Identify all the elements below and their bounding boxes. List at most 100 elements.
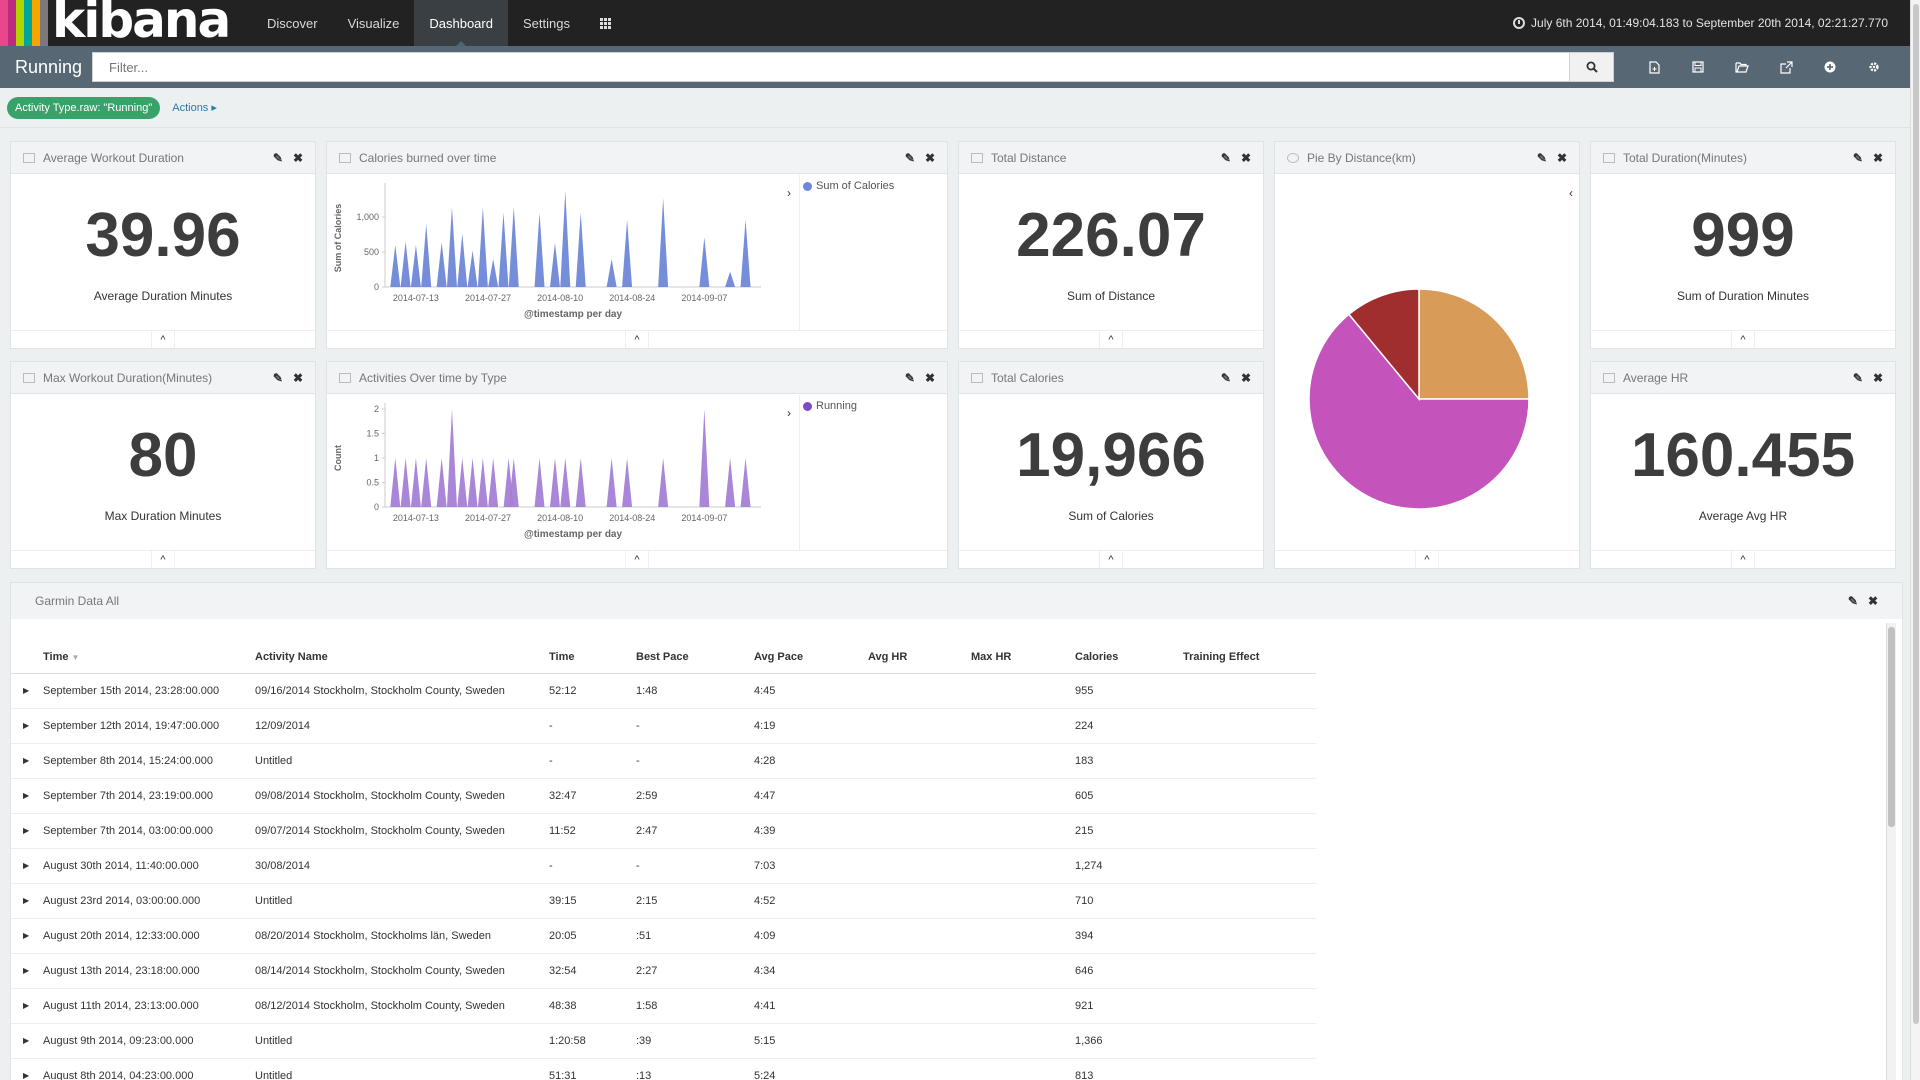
close-icon[interactable]: ✖ [1240, 370, 1251, 385]
expand-row-icon[interactable]: ▶ [11, 988, 35, 1024]
expand-row-icon[interactable]: ▶ [11, 1058, 35, 1080]
chevron-up-icon[interactable]: ^ [1099, 330, 1123, 348]
nav-visualize[interactable]: Visualize [347, 15, 400, 31]
legend-item[interactable]: Running [803, 400, 857, 412]
table-row[interactable]: ▶ September 8th 2014, 15:24:00.000 Untitle… [11, 743, 1316, 779]
expand-row-icon[interactable]: ▶ [11, 918, 35, 954]
table-cell: - [541, 848, 628, 884]
filter-pill[interactable]: Activity Type.raw: "Running" [7, 96, 161, 119]
column-header-max-hr[interactable]: Max HR [963, 641, 1067, 674]
table-cell [860, 1058, 963, 1080]
close-icon[interactable]: ✖ [1240, 150, 1251, 165]
legend-expand-icon[interactable]: ‹ [1569, 186, 1573, 200]
save-button[interactable] [1676, 52, 1720, 82]
edit-icon[interactable]: ✎ [1536, 150, 1547, 165]
table-row[interactable]: ▶ September 7th 2014, 23:19:00.000 09/08/2… [11, 778, 1316, 814]
add-panel-button[interactable] [1808, 52, 1852, 82]
column-header-time[interactable]: Time ▼ [35, 641, 247, 674]
nav-dashboard[interactable]: Dashboard [414, 0, 508, 46]
table-cell: 08/14/2014 Stockholm, Stockholm County, … [247, 953, 541, 989]
expand-row-icon[interactable]: ▶ [11, 778, 35, 814]
table-row[interactable]: ▶ August 11th 2014, 23:13:00.000 08/12/201… [11, 988, 1316, 1024]
table-row[interactable]: ▶ August 9th 2014, 09:23:00.000 Untitled 1:… [11, 1023, 1316, 1059]
filter-input[interactable] [92, 52, 1570, 82]
nav-discover[interactable]: Discover [267, 15, 318, 31]
table-row[interactable]: ▶ August 23rd 2014, 03:00:00.000 Untitled 3… [11, 883, 1316, 919]
column-header-training-effect[interactable]: Training Effect [1175, 641, 1316, 674]
chevron-up-icon[interactable]: ^ [1099, 550, 1123, 568]
chevron-up-icon[interactable]: ^ [1731, 330, 1755, 348]
close-icon[interactable]: ✖ [924, 370, 935, 385]
expand-row-icon[interactable]: ▶ [11, 813, 35, 849]
x-axis-label: @timestamp per day [524, 529, 623, 540]
table-cell: - [541, 743, 628, 779]
table-scrollbar[interactable] [1886, 623, 1896, 1080]
apps-button[interactable] [585, 0, 626, 46]
page-scrollbar-thumb[interactable] [1913, 4, 1919, 1024]
chevron-up-icon[interactable]: ^ [151, 550, 175, 568]
edit-icon[interactable]: ✎ [1847, 594, 1858, 608]
expand-row-icon[interactable]: ▶ [11, 1023, 35, 1059]
sort-down-icon[interactable]: ▼ [71, 652, 80, 662]
table-scrollbar-thumb[interactable] [1888, 627, 1895, 827]
edit-icon[interactable]: ✎ [1852, 150, 1863, 165]
column-header-activity-name[interactable]: Activity Name [247, 641, 541, 674]
table-row[interactable]: ▶ September 12th 2014, 19:47:00.000 12/09/… [11, 708, 1316, 744]
close-icon[interactable]: ✖ [1867, 594, 1878, 608]
table-cell: 12/09/2014 [247, 708, 541, 744]
column-header-avg-hr[interactable]: Avg HR [860, 641, 963, 674]
area-spike [436, 242, 447, 287]
edit-icon[interactable]: ✎ [904, 370, 915, 385]
time-picker[interactable]: July 6th 2014, 01:49:04.183 to September… [1513, 0, 1910, 46]
expand-row-icon[interactable]: ▶ [11, 708, 35, 744]
kibana-logo[interactable]: kibana [0, 0, 252, 49]
close-icon[interactable]: ✖ [1872, 370, 1883, 385]
expand-row-icon[interactable]: ▶ [11, 883, 35, 919]
search-button[interactable] [1570, 52, 1614, 82]
column-header-duration[interactable]: Time [541, 641, 628, 674]
edit-icon[interactable]: ✎ [1220, 150, 1231, 165]
legend-collapse-icon[interactable]: › [787, 186, 791, 200]
chevron-up-icon[interactable]: ^ [1415, 550, 1439, 568]
close-icon[interactable]: ✖ [924, 150, 935, 165]
open-button[interactable] [1720, 52, 1764, 82]
new-dashboard-button[interactable] [1632, 52, 1676, 82]
filter-actions-link[interactable]: Actions ▸ [172, 101, 217, 114]
close-icon[interactable]: ✖ [292, 370, 303, 385]
legend-collapse-icon[interactable]: › [787, 406, 791, 420]
table-row[interactable]: ▶ August 30th 2014, 11:40:00.000 30/08/201… [11, 848, 1316, 884]
edit-icon[interactable]: ✎ [1220, 370, 1231, 385]
table-row[interactable]: ▶ August 8th 2014, 04:23:00.000 Untitled 51… [11, 1058, 1316, 1080]
column-header-best-pace[interactable]: Best Pace [628, 641, 746, 674]
table-cell: August 20th 2014, 12:33:00.000 [35, 918, 247, 954]
table-row[interactable]: ▶ August 13th 2014, 23:18:00.000 08/14/201… [11, 953, 1316, 989]
close-icon[interactable]: ✖ [292, 150, 303, 165]
share-button[interactable] [1764, 52, 1808, 82]
chevron-up-icon[interactable]: ^ [625, 330, 649, 348]
chevron-up-icon[interactable]: ^ [1731, 550, 1755, 568]
expand-row-icon[interactable]: ▶ [11, 848, 35, 884]
nav-settings[interactable]: Settings [522, 15, 570, 31]
edit-icon[interactable]: ✎ [904, 150, 915, 165]
column-header-avg-pace[interactable]: Avg Pace [746, 641, 860, 674]
edit-icon[interactable]: ✎ [272, 150, 283, 165]
edit-icon[interactable]: ✎ [1852, 370, 1863, 385]
table-cell: 32:47 [541, 778, 628, 814]
legend-item[interactable]: Sum of Calories [803, 180, 894, 192]
column-header-calories[interactable]: Calories [1067, 641, 1175, 674]
chevron-up-icon[interactable]: ^ [151, 330, 175, 348]
table-row[interactable]: ▶ August 20th 2014, 12:33:00.000 08/20/201… [11, 918, 1316, 954]
chevron-up-icon[interactable]: ^ [625, 550, 649, 568]
table-row[interactable]: ▶ September 15th 2014, 23:28:00.000 09/16/… [11, 673, 1316, 709]
table-row[interactable]: ▶ September 7th 2014, 03:00:00.000 09/07/2… [11, 813, 1316, 849]
expand-row-icon[interactable]: ▶ [11, 743, 35, 779]
expand-row-icon[interactable]: ▶ [11, 953, 35, 989]
edit-icon[interactable]: ✎ [272, 370, 283, 385]
page-scrollbar[interactable] [1910, 0, 1920, 1080]
expand-row-icon[interactable]: ▶ [11, 673, 35, 709]
close-icon[interactable]: ✖ [1556, 150, 1567, 165]
options-button[interactable] [1852, 52, 1896, 82]
x-tick-label: 2014-08-24 [609, 513, 655, 523]
area-spike [508, 458, 519, 507]
close-icon[interactable]: ✖ [1872, 150, 1883, 165]
